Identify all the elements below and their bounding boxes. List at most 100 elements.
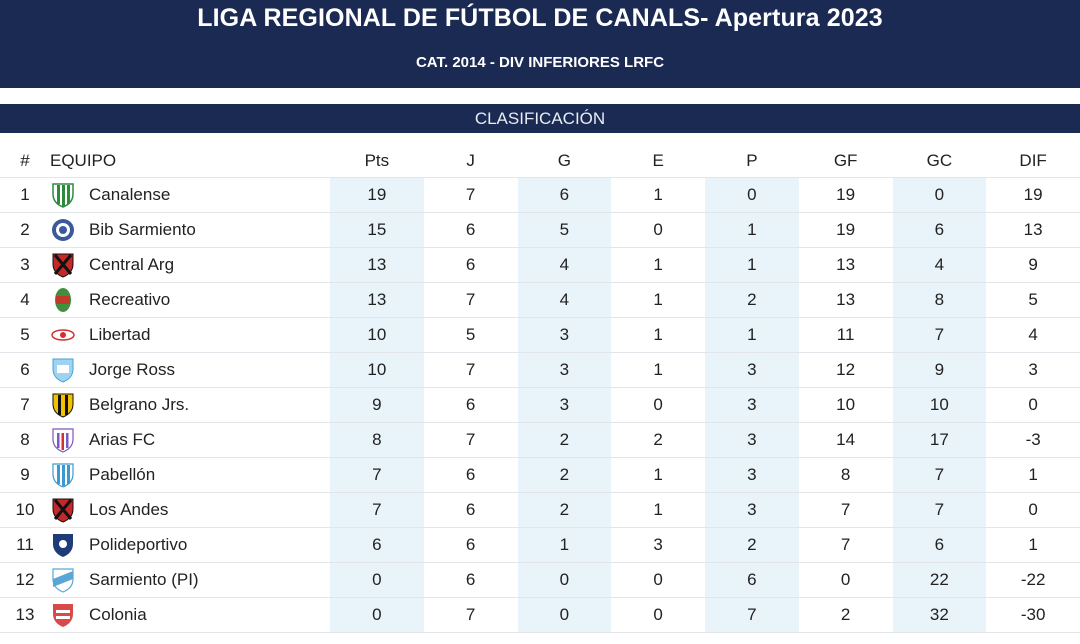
gc-cell: 6	[892, 527, 987, 563]
table-row: 6 Jorge Ross 10 7 3 1 3 12 9 3	[0, 352, 1080, 388]
table-row: 13 Colonia 0 7 0 0 7 2 32 -30	[0, 597, 1080, 633]
p-cell: 3	[705, 352, 799, 388]
e-cell: 0	[611, 387, 705, 423]
team-name: Colonia	[89, 605, 147, 624]
g-cell: 1	[517, 527, 612, 563]
pts-cell: 15	[330, 212, 424, 248]
p-cell: 2	[705, 527, 799, 563]
j-cell: 6	[423, 492, 518, 528]
table-row: 7 Belgrano Jrs. 9 6 3 0 3 10 10 0	[0, 387, 1080, 423]
gc-cell: 9	[892, 352, 987, 388]
j-cell: 6	[423, 562, 518, 598]
pts-cell: 10	[330, 317, 424, 353]
team-cell: Sarmiento (PI)	[50, 562, 330, 598]
e-cell: 1	[611, 352, 705, 388]
e-cell: 0	[611, 597, 705, 633]
pts-cell: 0	[330, 562, 424, 598]
table-row: 10 Los Andes 7 6 2 1 3 7 7 0	[0, 492, 1080, 528]
p-cell: 3	[705, 457, 799, 493]
dif-cell: 0	[986, 387, 1080, 423]
header-j: J	[466, 151, 475, 170]
e-cell: 0	[611, 212, 705, 248]
j-cell: 7	[423, 352, 518, 388]
page-subtitle: CAT. 2014 - DIV INFERIORES LRFC	[415, 54, 665, 71]
e-cell: 1	[611, 317, 705, 353]
pts-cell: 7	[330, 457, 424, 493]
position-cell: 5	[0, 317, 50, 353]
header-gc: GC	[926, 151, 953, 170]
table-row: 4 Recreativo 13 7 4 1 2 13 8 5	[0, 282, 1080, 318]
team-name: Arias FC	[89, 430, 156, 449]
position-cell: 10	[0, 492, 50, 528]
j-cell: 6	[423, 212, 518, 248]
header-e: E	[652, 151, 664, 170]
position-cell: 4	[0, 282, 50, 318]
gc-cell: 7	[892, 317, 987, 353]
position-cell: 7	[0, 387, 50, 423]
e-cell: 0	[611, 562, 705, 598]
gc-cell: 8	[892, 282, 987, 318]
team-cell: Colonia	[50, 597, 330, 633]
dif-cell: 5	[986, 282, 1080, 318]
e-cell: 3	[611, 527, 705, 563]
e-cell: 1	[611, 282, 705, 318]
g-cell: 4	[517, 282, 612, 318]
j-cell: 7	[423, 597, 518, 633]
gf-cell: 2	[798, 597, 893, 633]
team-crest-icon	[50, 357, 76, 383]
team-name: Bib Sarmiento	[89, 220, 196, 239]
team-cell: Arias FC	[50, 422, 330, 458]
team-cell: Belgrano Jrs.	[50, 387, 330, 423]
gf-cell: 14	[798, 422, 893, 458]
p-cell: 3	[705, 422, 799, 458]
p-cell: 1	[705, 317, 799, 353]
e-cell: 1	[611, 457, 705, 493]
gf-cell: 13	[798, 247, 893, 283]
dif-cell: 1	[986, 527, 1080, 563]
j-cell: 5	[423, 317, 518, 353]
g-cell: 0	[517, 562, 612, 598]
gf-cell: 7	[798, 492, 893, 528]
header-g: G	[557, 151, 571, 170]
p-cell: 2	[705, 282, 799, 318]
team-crest-icon	[50, 217, 76, 243]
e-cell: 1	[611, 492, 705, 528]
team-crest-icon	[50, 287, 76, 313]
e-cell: 1	[611, 247, 705, 283]
table-row: 2 Bib Sarmiento 15 6 5 0 1 19 6 13	[0, 212, 1080, 248]
g-cell: 3	[517, 387, 612, 423]
table-row: 1 Canalense 19 7 6 1 0 19 0 19	[0, 177, 1080, 213]
pts-cell: 8	[330, 422, 424, 458]
header-position: #	[20, 151, 30, 170]
team-crest-icon	[50, 322, 76, 348]
pts-cell: 13	[330, 247, 424, 283]
g-cell: 2	[517, 492, 612, 528]
team-name: Canalense	[89, 185, 171, 204]
team-name: Central Arg	[89, 255, 175, 274]
header-p: P	[746, 151, 758, 170]
j-cell: 6	[423, 527, 518, 563]
team-name: Recreativo	[89, 290, 171, 309]
team-crest-icon	[50, 602, 76, 628]
gc-cell: 7	[892, 492, 987, 528]
g-cell: 3	[517, 317, 612, 353]
gc-cell: 22	[892, 562, 987, 598]
team-name: Jorge Ross	[89, 360, 175, 379]
team-crest-icon	[50, 392, 76, 418]
pts-cell: 6	[330, 527, 424, 563]
dif-cell: -3	[986, 422, 1080, 458]
g-cell: 3	[517, 352, 612, 388]
header-team: EQUIPO	[50, 151, 117, 170]
gc-cell: 7	[892, 457, 987, 493]
gc-cell: 4	[892, 247, 987, 283]
g-cell: 2	[517, 422, 612, 458]
g-cell: 6	[517, 177, 612, 213]
gf-cell: 19	[798, 212, 893, 248]
e-cell: 1	[611, 177, 705, 213]
position-cell: 13	[0, 597, 50, 633]
team-cell: Polideportivo	[50, 527, 330, 563]
j-cell: 6	[423, 247, 518, 283]
p-cell: 7	[705, 597, 799, 633]
j-cell: 7	[423, 177, 518, 213]
p-cell: 3	[705, 492, 799, 528]
